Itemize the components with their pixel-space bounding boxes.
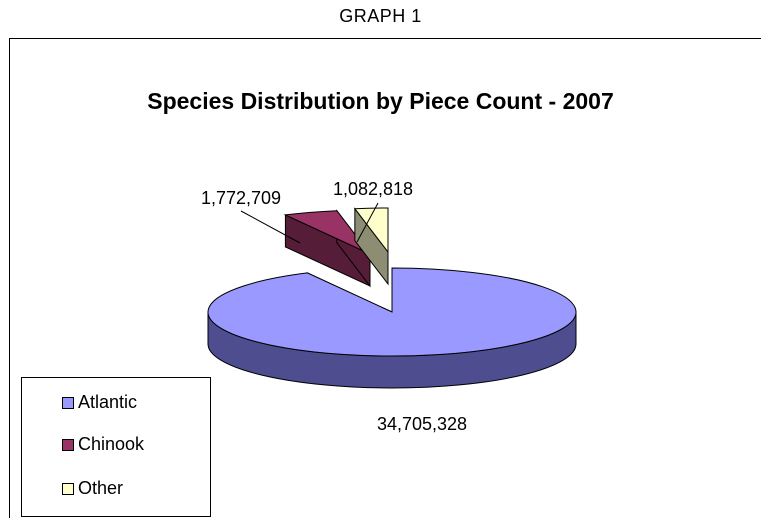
pie-slice-atlantic [207,267,577,357]
data-label-chinook: 1,772,709 [201,188,281,208]
legend-swatch-other [62,482,74,495]
data-label-atlantic: 34,705,328 [377,414,467,434]
legend-item-chinook: Chinook [62,434,144,455]
pie-slice-chinook [283,210,371,255]
legend-item-other: Other [62,478,123,499]
legend-label-other: Other [78,478,124,498]
legend-label-chinook: Chinook [78,434,145,454]
legend-item-atlantic: Atlantic [62,392,137,413]
leader-line-chinook [240,210,301,244]
legend-swatch-chinook [62,438,74,451]
pie-slice-other [353,207,389,254]
data-label-other: 1,082,818 [333,179,413,199]
pie-chart: 34,705,328 1,772,709 1,082,818 [201,179,577,434]
chart-frame [9,38,761,518]
legend-label-atlantic: Atlantic [78,392,138,412]
leader-line-other [356,202,379,243]
graph-label: GRAPH 1 [339,6,422,26]
legend-swatch-atlantic [62,396,74,409]
chart-legend: Atlantic Chinook Other [21,377,211,517]
chart-title: Species Distribution by Piece Count - 20… [147,88,614,114]
